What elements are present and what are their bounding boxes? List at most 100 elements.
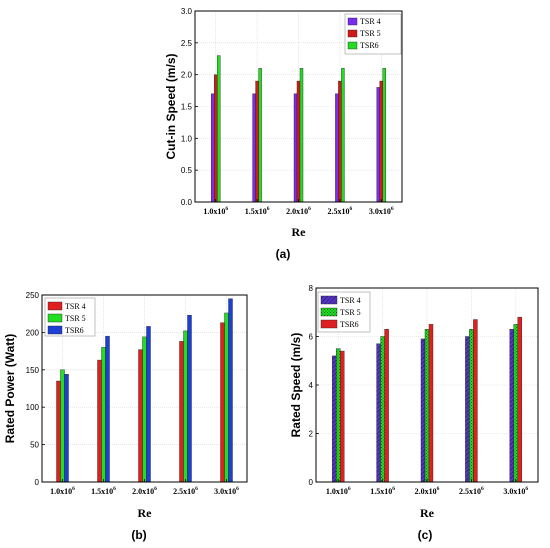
bar-tsr4-1 bbox=[376, 343, 381, 483]
legend-swatch bbox=[47, 313, 63, 323]
y-tick-label: 150 bbox=[26, 366, 40, 375]
legend-label: TSR 4 bbox=[360, 17, 381, 26]
legend-label: TSR6 bbox=[340, 320, 359, 329]
bar-tsr6-2 bbox=[146, 326, 151, 483]
x-tick-label: 1.5x106 bbox=[91, 486, 116, 496]
bar-tsr6-4 bbox=[228, 298, 233, 483]
x-tick-label: 3.0x106 bbox=[369, 206, 394, 216]
y-tick-label: 50 bbox=[30, 441, 39, 450]
legend-swatch bbox=[347, 17, 358, 26]
x-tick-label: 1.5x106 bbox=[370, 486, 395, 496]
bar-tsr6-3 bbox=[187, 314, 192, 483]
x-tick-label: 2.0x106 bbox=[286, 206, 311, 216]
bar-tsr5-3 bbox=[183, 330, 188, 483]
bar-tsr4-3 bbox=[335, 93, 339, 203]
bar-tsr5-3 bbox=[338, 80, 342, 203]
legend-label: TSR6 bbox=[65, 326, 84, 335]
x-axis-title: Re bbox=[138, 506, 153, 520]
bar-tsr6-3 bbox=[341, 68, 345, 203]
bar-tsr6-1 bbox=[258, 68, 262, 203]
chart-panel-b: 0 50 100 150 200 250 1.0x106 1.5x106 2.0x106 2.5x… bbox=[3, 291, 248, 542]
bar-tsr4-4 bbox=[509, 329, 514, 483]
y-axis-title: Cut-in Speed (m/s) bbox=[164, 53, 178, 159]
x-tick-label: 2.0x106 bbox=[132, 486, 157, 496]
bar-tsr5-1 bbox=[101, 347, 106, 483]
y-tick-label: 1.0 bbox=[181, 134, 193, 143]
legend-swatch bbox=[320, 307, 338, 317]
x-tick-label: 3.0x106 bbox=[503, 486, 528, 496]
y-axis-title: Rated Power (Watt) bbox=[3, 334, 17, 444]
y-tick-label: 200 bbox=[26, 328, 40, 337]
y-tick-label: 1.5 bbox=[181, 103, 193, 112]
bar-tsr6-2 bbox=[428, 324, 434, 483]
y-tick-label: 2.5 bbox=[181, 39, 193, 48]
bar-tsr4-1 bbox=[97, 359, 102, 483]
bar-tsr6-0 bbox=[64, 374, 69, 483]
legend-swatch bbox=[347, 29, 358, 38]
bar-tsr5-0 bbox=[60, 369, 65, 483]
bar-tsr4-0 bbox=[56, 380, 61, 483]
bar-tsr5-2 bbox=[142, 336, 147, 483]
y-tick-label: 0.5 bbox=[181, 166, 193, 175]
bar-tsr5-1 bbox=[255, 80, 259, 203]
bar-tsr6-0 bbox=[216, 55, 221, 203]
panel-label: (c) bbox=[418, 528, 433, 542]
bar-tsr6-3 bbox=[473, 319, 478, 483]
bar-tsr5-4 bbox=[224, 312, 229, 483]
panel-label: (a) bbox=[276, 247, 291, 261]
x-tick-label: 2.5x106 bbox=[173, 486, 198, 496]
panel-label: (b) bbox=[131, 528, 146, 542]
y-tick-label: 100 bbox=[26, 403, 40, 412]
legend-swatch bbox=[347, 41, 358, 50]
y-tick-label: 6 bbox=[309, 333, 314, 342]
x-tick-label: 1.0x106 bbox=[326, 486, 351, 496]
y-tick-label: 0 bbox=[309, 478, 314, 487]
y-tick-label: 2 bbox=[309, 430, 314, 439]
y-tick-label: 0 bbox=[35, 478, 40, 487]
x-tick-label: 1.0x106 bbox=[203, 206, 228, 216]
legend-swatch bbox=[47, 325, 63, 335]
legend-swatch bbox=[47, 301, 63, 311]
chart-panel-c: 0 2 4 6 8 1.0x106 1.5x106 2.0x106 2.5x106 3.0x106… bbox=[289, 284, 539, 542]
bar-tsr4-1 bbox=[252, 93, 256, 203]
x-tick-label: 2.5x106 bbox=[328, 206, 353, 216]
x-axis-title: Re bbox=[292, 225, 307, 239]
y-axis-title: Rated Speed (m/s) bbox=[289, 333, 303, 438]
y-tick-label: 3.0 bbox=[181, 7, 193, 16]
bar-tsr4-0 bbox=[210, 93, 215, 203]
x-tick-label: 2.5x106 bbox=[459, 486, 484, 496]
chart-panel-a: 0.0 0.5 1.0 1.5 2.0 2.5 3.0 1.0x106 1.5x106 2.0x1… bbox=[164, 7, 403, 261]
legend-swatch bbox=[320, 319, 338, 329]
bar-tsr6-1 bbox=[105, 335, 110, 483]
bar-tsr5-0 bbox=[213, 74, 218, 203]
x-tick-label: 1.0x106 bbox=[50, 486, 75, 496]
legend-label: TSR 5 bbox=[340, 308, 361, 317]
bar-tsr4-2 bbox=[420, 338, 426, 483]
bar-tsr5-2 bbox=[296, 80, 301, 203]
bar-tsr4-4 bbox=[376, 87, 380, 203]
bar-tsr5-4 bbox=[513, 324, 518, 483]
bar-tsr4-2 bbox=[138, 349, 143, 483]
bar-tsr6-4 bbox=[517, 316, 522, 483]
y-tick-label: 8 bbox=[309, 284, 314, 293]
x-tick-label: 1.5x106 bbox=[245, 206, 270, 216]
y-tick-label: 4 bbox=[309, 381, 314, 390]
legend-label: TSR 5 bbox=[65, 314, 86, 323]
bar-tsr5-1 bbox=[380, 336, 385, 483]
bar-tsr6-4 bbox=[382, 68, 386, 203]
x-tick-label: 2.0x106 bbox=[415, 486, 440, 496]
bar-tsr5-3 bbox=[469, 329, 474, 483]
y-tick-label: 250 bbox=[26, 291, 40, 300]
legend-label: TSR6 bbox=[360, 41, 379, 50]
legend-label: TSR 4 bbox=[340, 296, 361, 305]
bar-tsr4-2 bbox=[293, 93, 298, 203]
legend-swatch bbox=[320, 295, 338, 305]
x-axis-title: Re bbox=[420, 506, 435, 520]
bar-tsr4-0 bbox=[332, 355, 337, 483]
bar-tsr6-2 bbox=[299, 68, 304, 203]
bar-tsr4-3 bbox=[179, 341, 184, 483]
bar-tsr5-2 bbox=[424, 329, 430, 483]
bar-tsr4-3 bbox=[465, 336, 470, 483]
legend-label: TSR 5 bbox=[360, 29, 381, 38]
